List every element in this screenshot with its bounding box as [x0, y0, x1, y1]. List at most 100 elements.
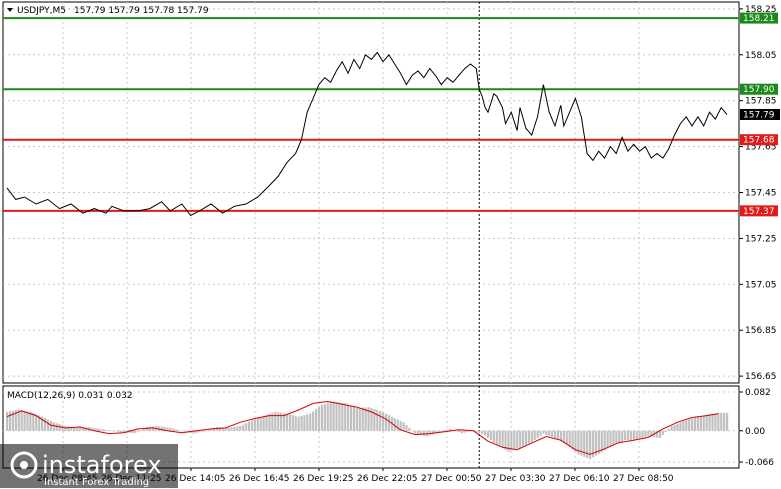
- macd-histogram-bar: [644, 430, 647, 438]
- macd-histogram-bar: [524, 430, 528, 445]
- macd-histogram-bar: [519, 430, 522, 448]
- macd-histogram-bar: [676, 423, 679, 431]
- macd-histogram-bar: [93, 427, 96, 431]
- macd-histogram-bar: [250, 420, 254, 431]
- price-tick-label: 157.85: [745, 97, 777, 107]
- macd-histogram-bar: [364, 407, 367, 431]
- macd-histogram-bar: [151, 426, 154, 431]
- macd-histogram-bar: [268, 413, 271, 431]
- macd-axis: 0.082 0.00 -0.066: [739, 388, 774, 468]
- macd-histogram-bar: [551, 430, 554, 438]
- macd-histogram-bar: [96, 428, 99, 431]
- level-tag-box: [740, 205, 778, 217]
- time-tick-label: 26 Dec 22:05: [357, 474, 418, 484]
- level-tag-label: 158.21: [743, 14, 775, 24]
- time-tick-label: 27 Dec 03:30: [485, 474, 546, 484]
- macd-histogram-bar: [571, 430, 574, 450]
- macd-histogram-bar: [580, 430, 583, 456]
- macd-histogram-bar: [361, 407, 364, 431]
- macd-tick-label: -0.066: [745, 458, 774, 468]
- macd-histogram-bar: [259, 416, 262, 431]
- macd-histogram-bar: [113, 430, 117, 432]
- macd-histogram-bar: [510, 430, 513, 451]
- macd-histogram-bar: [67, 426, 70, 431]
- macd-histogram-bar: [177, 430, 181, 431]
- price-tick-label: 157.65: [745, 143, 777, 153]
- price-tick-label: 157.25: [745, 234, 777, 244]
- macd-histogram-bar: [527, 430, 530, 444]
- macd-histogram-bar: [658, 430, 662, 438]
- time-tick-label: 26 Dec 19:25: [293, 474, 354, 484]
- macd-histogram-bar: [119, 430, 122, 433]
- macd-histogram-bar: [352, 406, 356, 431]
- level-tag-label: 157.68: [743, 136, 775, 146]
- time-tick-label: 27 Dec 06:10: [549, 474, 610, 484]
- macd-histogram-bar: [75, 427, 79, 431]
- price-series-line: [6, 51, 728, 217]
- macd-histogram-bar: [588, 430, 592, 460]
- macd-histogram-bar: [434, 430, 437, 434]
- macd-histogram-bar: [489, 430, 493, 441]
- macd-histogram-bar: [542, 430, 545, 434]
- price-panel: 158.25 158.05 157.85 157.65 157.45 157.25 157.…: [2, 1, 780, 384]
- macd-histogram-bar: [262, 415, 265, 431]
- macd-signal-line: [6, 400, 719, 455]
- macd-histogram-bar: [411, 430, 414, 432]
- symbol-dropdown-icon[interactable]: [7, 8, 13, 12]
- macd-histogram-bar: [277, 412, 280, 431]
- macd-histogram-bar: [702, 415, 705, 431]
- macd-histogram-bar: [143, 428, 146, 431]
- macd-histogram-bar: [594, 430, 598, 456]
- macd-histogram-bar: [454, 430, 458, 432]
- macd-histogram-bar: [303, 415, 306, 431]
- macd-histogram-bar: [370, 408, 373, 431]
- macd-histogram-bar: [484, 430, 487, 436]
- price-tick-label: 156.65: [745, 372, 777, 382]
- macd-histogram-bar: [600, 430, 603, 453]
- macd-histogram-bar: [609, 430, 612, 447]
- macd-histogram-bar: [280, 412, 283, 431]
- macd-histogram-bar: [55, 423, 58, 431]
- macd-histogram-bar: [207, 429, 210, 431]
- macd-histogram-bar: [463, 430, 466, 433]
- macd-histogram-bar: [402, 422, 405, 431]
- macd-histogram-bar: [320, 404, 324, 431]
- macd-histogram-bar: [344, 403, 347, 431]
- brand-logo: instaforex Instant Forex Trading: [0, 444, 178, 488]
- macd-histogram-bar: [591, 430, 595, 458]
- macd-histogram-bar: [379, 410, 382, 431]
- macd-histogram-bar: [169, 427, 172, 431]
- macd-histogram-bar: [148, 426, 152, 431]
- brand-background: [0, 444, 178, 488]
- macd-histogram-bar: [183, 430, 187, 432]
- macd-histogram-bar: [323, 403, 326, 431]
- macd-histogram-bar: [530, 430, 533, 443]
- macd-histogram-bar: [49, 420, 52, 431]
- macd-histogram-bar: [122, 430, 125, 433]
- symbol-label: USDJPY,M5: [17, 6, 66, 16]
- macd-histogram-bar: [647, 430, 650, 437]
- macd-histogram-bar: [720, 412, 723, 431]
- brand-name: instaforex: [42, 451, 162, 479]
- macd-histogram-bar: [726, 412, 729, 431]
- macd-histogram-bar: [708, 414, 711, 431]
- macd-histogram-bar: [629, 430, 633, 440]
- macd-histogram-bar: [326, 403, 329, 431]
- price-tick-label: 156.85: [745, 326, 777, 336]
- macd-histogram-bar: [641, 430, 644, 438]
- macd-histogram-bar: [8, 411, 12, 431]
- macd-histogram-bar: [227, 427, 230, 431]
- macd-histogram-bar: [224, 427, 227, 431]
- brand-icon: [10, 451, 38, 479]
- macd-histogram-bar: [562, 430, 565, 444]
- macd-histogram-bar: [673, 424, 676, 431]
- macd-histogram-bar: [417, 430, 420, 435]
- macd-histogram-bar: [387, 415, 391, 431]
- macd-histogram-bar: [498, 430, 501, 447]
- macd-histogram-bar: [349, 405, 353, 431]
- macd-histogram-bar: [6, 411, 9, 431]
- macd-histogram-bar: [81, 427, 84, 431]
- macd-histogram-bar: [70, 427, 73, 431]
- macd-histogram-bar: [233, 427, 236, 431]
- level-tag-label: 157.37: [743, 207, 775, 217]
